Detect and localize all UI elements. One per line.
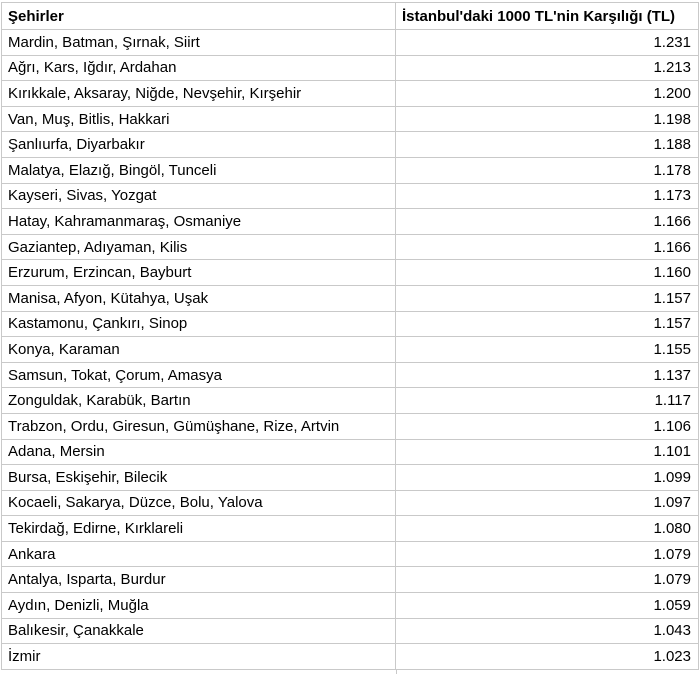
cities-cell: Kayseri, Sivas, Yozgat <box>1 182 396 210</box>
table-row: Samsun, Tokat, Çorum, Amasya 1.137 <box>1 361 699 389</box>
table-row: Erzurum, Erzincan, Bayburt 1.160 <box>1 259 699 286</box>
value-cell: 1.043 <box>395 617 699 645</box>
table-row: Antalya, Isparta, Burdur 1.079 <box>1 566 699 594</box>
value-cell: 1.173 <box>395 182 699 210</box>
table-row: Mardin, Batman, Şırnak, Siirt 1.231 <box>1 29 699 56</box>
value-cell: 1.157 <box>395 284 699 312</box>
value-cell: 1.137 <box>395 361 699 389</box>
value-cell: 1.166 <box>395 233 699 261</box>
value-cell: 1.213 <box>395 54 699 82</box>
value-cell: 1.080 <box>395 515 699 542</box>
value-cell: 1.166 <box>395 208 699 235</box>
table-row: Kocaeli, Sakarya, Düzce, Bolu, Yalova 1.0… <box>1 489 699 517</box>
cities-cell: Mardin, Batman, Şırnak, Siirt <box>1 29 396 56</box>
cities-cell: Ağrı, Kars, Iğdır, Ardahan <box>1 54 396 82</box>
table-row: Tekirdağ, Edirne, Kırklareli 1.080 <box>1 515 699 542</box>
value-cell: 1.231 <box>395 29 699 56</box>
table-body: Mardin, Batman, Şırnak, Siirt 1.231 Ağrı, … <box>1 29 699 670</box>
cities-cell: Ankara <box>1 540 396 568</box>
cities-cell: Balıkesir, Çanakkale <box>1 617 396 645</box>
cities-cell: Aydın, Denizli, Muğla <box>1 592 396 619</box>
table-row: Ağrı, Kars, Iğdır, Ardahan 1.213 <box>1 54 699 82</box>
table-row: Hatay, Kahramanmaraş, Osmaniye 1.166 <box>1 208 699 235</box>
cities-cell: Hatay, Kahramanmaraş, Osmaniye <box>1 208 396 235</box>
value-cell: 1.023 <box>395 643 699 670</box>
cities-cell: Samsun, Tokat, Çorum, Amasya <box>1 361 396 389</box>
table-row: Şanlıurfa, Diyarbakır 1.188 <box>1 131 699 158</box>
value-cell: 1.079 <box>395 566 699 594</box>
header-value: İstanbul'daki 1000 TL'nin Karşılığı (TL) <box>395 2 699 30</box>
value-cell: 1.059 <box>395 592 699 619</box>
cities-cell: Malatya, Elazığ, Bingöl, Tunceli <box>1 156 396 184</box>
value-cell: 1.157 <box>395 310 699 338</box>
cities-cell: Bursa, Eskişehir, Bilecik <box>1 464 396 491</box>
table-header: Şehirler İstanbul'daki 1000 TL'nin Karşı… <box>1 2 699 30</box>
table-row: Kastamonu, Çankırı, Sinop 1.157 <box>1 310 699 338</box>
table-row: Aydın, Denizli, Muğla 1.059 <box>1 592 699 619</box>
value-cell: 1.155 <box>395 336 699 363</box>
value-cell: 1.101 <box>395 438 699 466</box>
value-cell: 1.106 <box>395 412 699 440</box>
value-cell: 1.117 <box>395 387 699 414</box>
table-row: Bursa, Eskişehir, Bilecik 1.099 <box>1 464 699 491</box>
cities-cell: Gaziantep, Adıyaman, Kilis <box>1 233 396 261</box>
value-cell: 1.178 <box>395 156 699 184</box>
cities-cell: Erzurum, Erzincan, Bayburt <box>1 259 396 286</box>
table-row: Ankara 1.079 <box>1 540 699 568</box>
cities-cell: Zonguldak, Karabük, Bartın <box>1 387 396 414</box>
value-cell: 1.188 <box>395 131 699 158</box>
cities-cell: Kocaeli, Sakarya, Düzce, Bolu, Yalova <box>1 489 396 517</box>
cities-cell: Kastamonu, Çankırı, Sinop <box>1 310 396 338</box>
cities-cell: İzmir <box>1 643 396 670</box>
header-cities: Şehirler <box>1 2 396 30</box>
cities-cell: Şanlıurfa, Diyarbakır <box>1 131 396 158</box>
table-row: Zonguldak, Karabük, Bartın 1.117 <box>1 387 699 414</box>
value-cell: 1.079 <box>395 540 699 568</box>
header-row: Şehirler İstanbul'daki 1000 TL'nin Karşı… <box>1 2 699 30</box>
cities-cell: Trabzon, Ordu, Giresun, Gümüşhane, Rize,… <box>1 412 396 440</box>
value-cell: 1.160 <box>395 259 699 286</box>
cities-cell: Van, Muş, Bitlis, Hakkari <box>1 105 396 133</box>
cities-cell: Konya, Karaman <box>1 336 396 363</box>
table-row: Balıkesir, Çanakkale 1.043 <box>1 617 699 645</box>
value-cell: 1.097 <box>395 489 699 517</box>
table-row: Trabzon, Ordu, Giresun, Gümüşhane, Rize,… <box>1 412 699 440</box>
cities-cell: Kırıkkale, Aksaray, Niğde, Nevşehir, Kır… <box>1 80 396 107</box>
value-cell: 1.200 <box>395 80 699 107</box>
cities-cell: Antalya, Isparta, Burdur <box>1 566 396 594</box>
value-cell: 1.198 <box>395 105 699 133</box>
partial-next-row <box>2 669 699 674</box>
cities-cell: Tekirdağ, Edirne, Kırklareli <box>1 515 396 542</box>
table-row: Gaziantep, Adıyaman, Kilis 1.166 <box>1 233 699 261</box>
table-row: Konya, Karaman 1.155 <box>1 336 699 363</box>
column-divider-stub <box>396 669 397 674</box>
table-row: Manisa, Afyon, Kütahya, Uşak 1.157 <box>1 284 699 312</box>
table-row: Adana, Mersin 1.101 <box>1 438 699 466</box>
table-row: Van, Muş, Bitlis, Hakkari 1.198 <box>1 105 699 133</box>
cities-cell: Adana, Mersin <box>1 438 396 466</box>
table-row: İzmir 1.023 <box>1 643 699 670</box>
value-cell: 1.099 <box>395 464 699 491</box>
table-row: Malatya, Elazığ, Bingöl, Tunceli 1.178 <box>1 156 699 184</box>
table-row: Kayseri, Sivas, Yozgat 1.173 <box>1 182 699 210</box>
cities-cell: Manisa, Afyon, Kütahya, Uşak <box>1 284 396 312</box>
table-row: Kırıkkale, Aksaray, Niğde, Nevşehir, Kır… <box>1 80 699 107</box>
